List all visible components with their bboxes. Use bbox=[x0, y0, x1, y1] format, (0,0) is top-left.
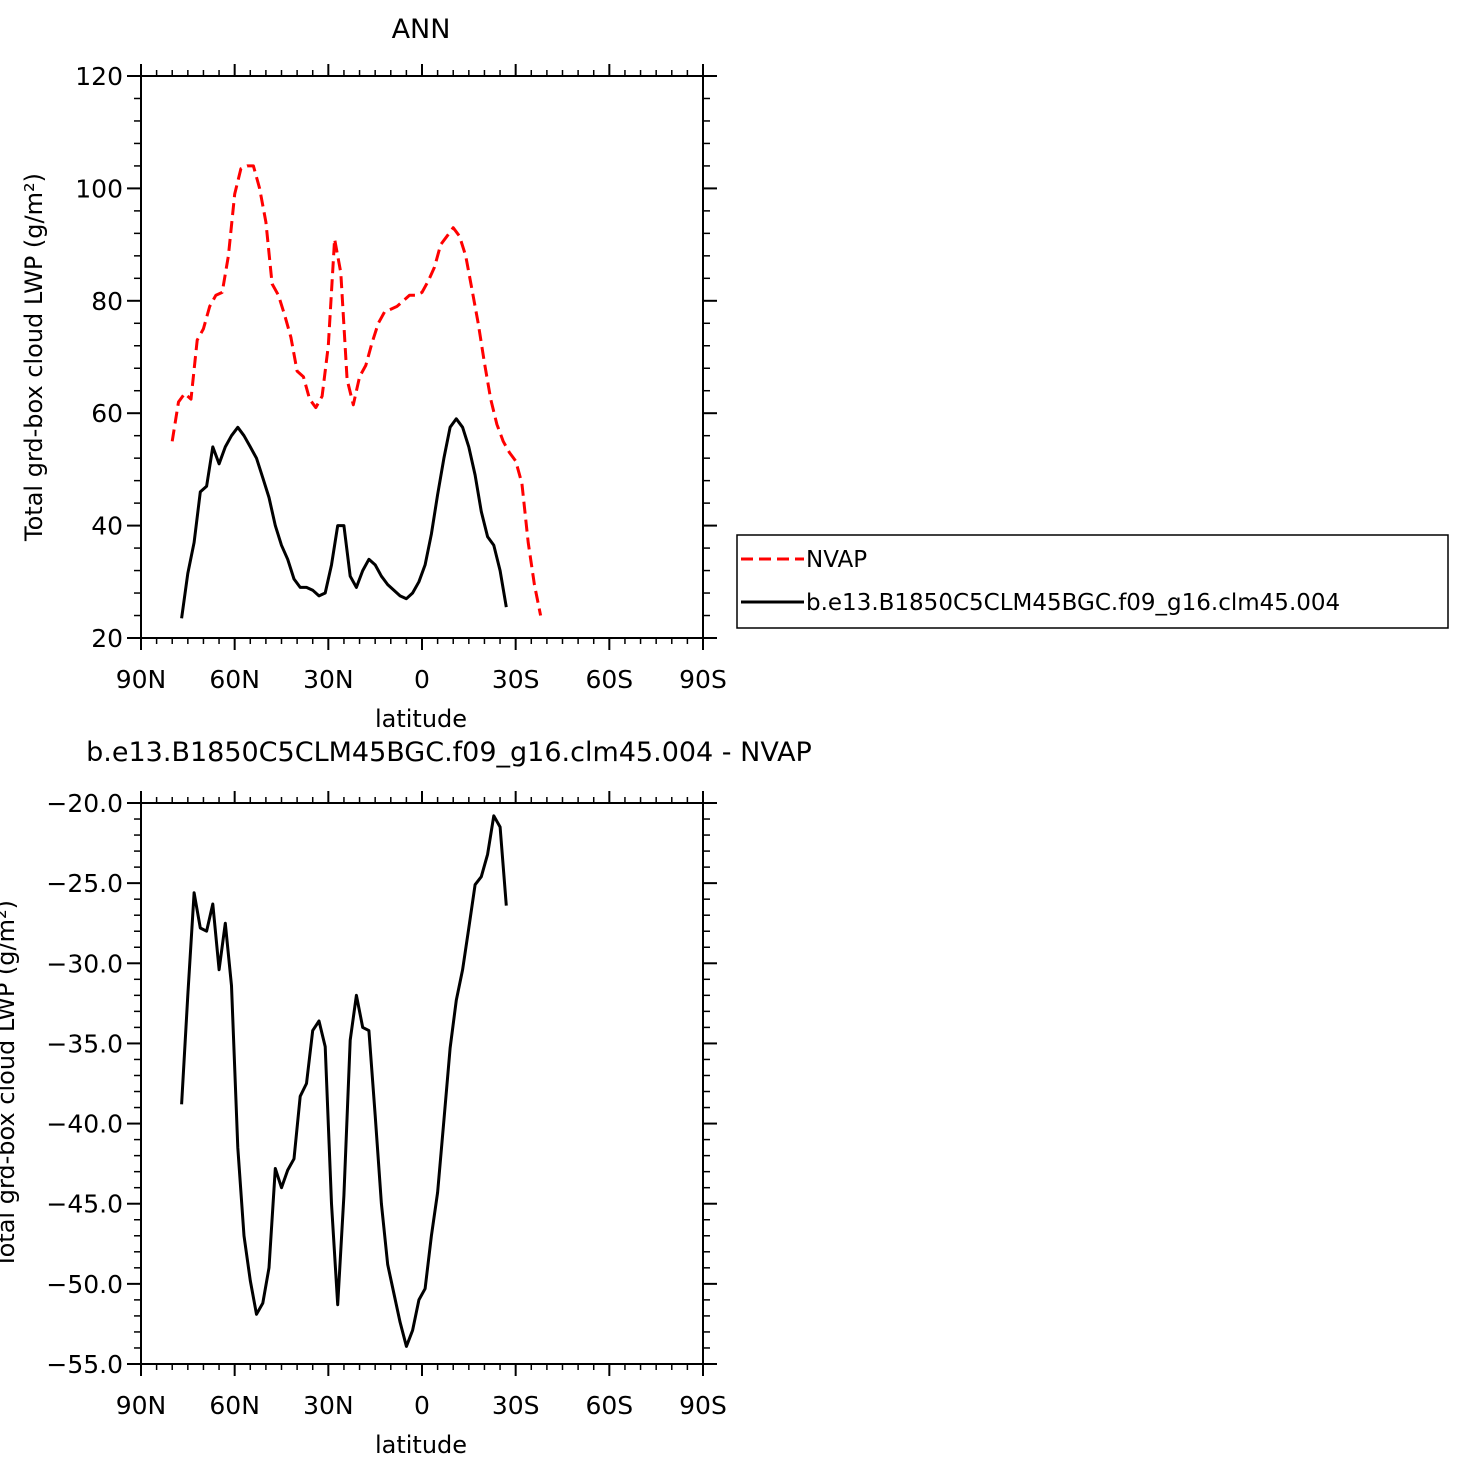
bottom-y-tick-label: −30.0 bbox=[46, 949, 123, 978]
top-x-tick-label: 90N bbox=[116, 665, 167, 694]
bottom-chart-title: b.e13.B1850C5CLM45BGC.f09_g16.clm45.004 … bbox=[86, 737, 812, 768]
top-x-tick-label: 60N bbox=[209, 665, 260, 694]
top-x-tick-label: 30S bbox=[492, 665, 540, 694]
bottom-y-tick-label: −25.0 bbox=[46, 869, 123, 898]
top-chart-title: ANN bbox=[392, 14, 451, 45]
bottom-x-tick-label: 90N bbox=[116, 1391, 167, 1420]
top-axis-ticks bbox=[127, 64, 717, 650]
top-x-tick-labels: 90N 60N 30N 0 30S 60S 90S bbox=[116, 665, 727, 694]
bottom-x-tick-label: 30N bbox=[303, 1391, 354, 1420]
bottom-y-tick-label: −45.0 bbox=[46, 1190, 123, 1219]
top-y-tick-labels: 20 40 60 80 100 120 bbox=[75, 62, 123, 653]
top-x-tick-label: 90S bbox=[679, 665, 727, 694]
top-y-tick-label: 120 bbox=[75, 62, 123, 91]
top-series-layer bbox=[170, 164, 543, 619]
panel-annual-lwp: ANN 90N 60N 30N 0 30S 60S 90S 20 40 60 80 100 120 l… bbox=[20, 14, 727, 733]
legend-box bbox=[736, 534, 1449, 629]
bottom-y-tick-label: −55.0 bbox=[46, 1350, 123, 1379]
bottom-x-tick-label: 30S bbox=[492, 1391, 540, 1420]
bottom-x-axis-label: latitude bbox=[375, 1431, 467, 1459]
legend-label-model: b.e13.B1850C5CLM45BGC.f09_g16.clm45.004 bbox=[806, 590, 1340, 616]
top-y-tick-label: 40 bbox=[91, 512, 123, 541]
bottom-x-tick-label: 90S bbox=[679, 1391, 727, 1420]
bottom-x-tick-label: 60S bbox=[585, 1391, 633, 1420]
panel-difference: b.e13.B1850C5CLM45BGC.f09_g16.clm45.004 … bbox=[0, 737, 812, 1459]
top-y-tick-label: 60 bbox=[91, 399, 123, 428]
top-series-line-0 bbox=[170, 164, 543, 616]
bottom-y-axis-label: Total grd-box cloud LWP (g/m²) bbox=[0, 900, 20, 1269]
bottom-y-tick-label: −20.0 bbox=[46, 789, 123, 818]
bottom-series-line-0 bbox=[180, 814, 508, 1348]
bottom-axis-ticks bbox=[127, 791, 717, 1376]
bottom-plot-frame bbox=[140, 802, 704, 1365]
bottom-y-tick-label: −35.0 bbox=[46, 1029, 123, 1058]
bottom-x-tick-labels: 90N 60N 30N 0 30S 60S 90S bbox=[116, 1391, 727, 1420]
bottom-x-tick-label: 0 bbox=[414, 1391, 430, 1420]
top-y-tick-label: 20 bbox=[91, 624, 123, 653]
top-x-axis-label: latitude bbox=[375, 705, 467, 733]
top-y-tick-label: 80 bbox=[91, 287, 123, 316]
legend-label-nvap: NVAP bbox=[806, 547, 867, 573]
top-x-tick-label: 30N bbox=[303, 665, 354, 694]
top-plot-frame bbox=[140, 75, 704, 639]
bottom-y-tick-label: −40.0 bbox=[46, 1110, 123, 1139]
top-x-tick-label: 60S bbox=[585, 665, 633, 694]
top-y-axis-label: Total grd-box cloud LWP (g/m²) bbox=[20, 173, 48, 542]
bottom-y-tick-labels: −20.0 −25.0 −30.0 −35.0 −40.0 −45.0 −50.0 −55.0 bbox=[46, 789, 123, 1379]
bottom-y-tick-label: −50.0 bbox=[46, 1270, 123, 1299]
bottom-x-tick-label: 60N bbox=[209, 1391, 260, 1420]
top-series-line-1 bbox=[180, 417, 508, 619]
legend: NVAP b.e13.B1850C5CLM45BGC.f09_g16.clm45… bbox=[736, 534, 1449, 629]
top-y-tick-label: 100 bbox=[75, 174, 123, 203]
top-x-tick-label: 0 bbox=[414, 665, 430, 694]
bottom-series-layer bbox=[180, 814, 508, 1348]
